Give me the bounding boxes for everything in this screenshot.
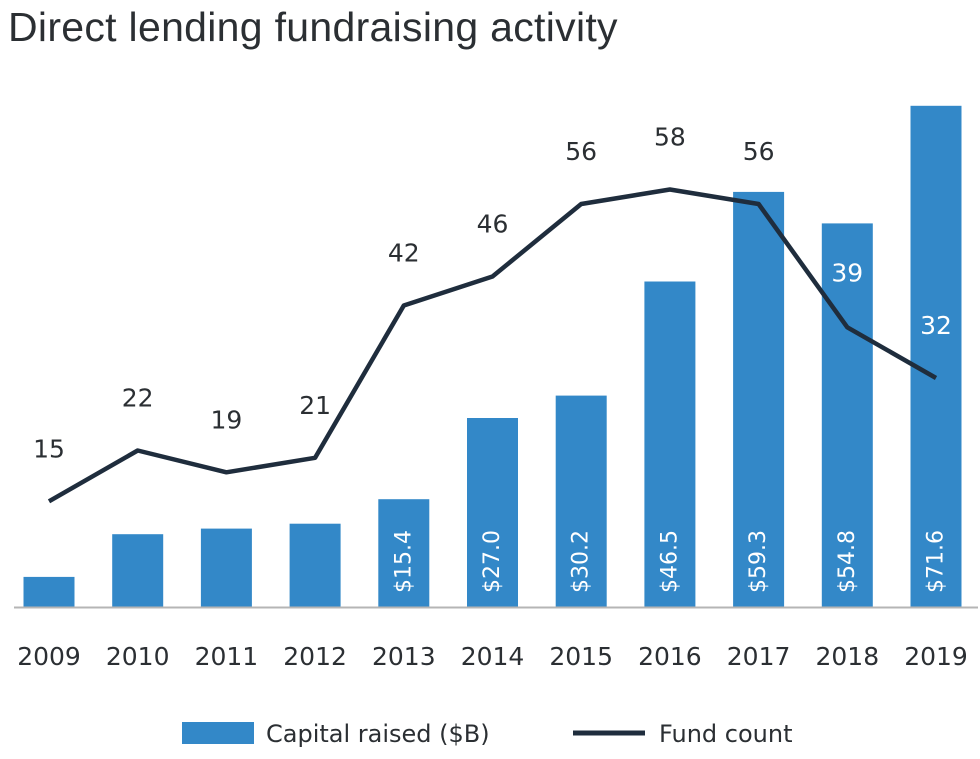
x-tick-2013: 2013 xyxy=(372,642,436,671)
fund-count-labels: 15 22 19 21 42 46 56 58 56 39 32 xyxy=(33,123,952,464)
bar-2010 xyxy=(112,534,164,607)
bar-2013 xyxy=(378,499,430,607)
x-tick-2018: 2018 xyxy=(815,642,879,671)
fund-count-line xyxy=(47,187,938,504)
legend-label-fund-count: Fund count xyxy=(659,720,793,748)
x-tick-2012: 2012 xyxy=(283,642,347,671)
fund-count-label-2011: 19 xyxy=(210,405,242,434)
fund-count-label-2014: 46 xyxy=(477,210,509,239)
bar-2009 xyxy=(23,576,75,607)
bar-2015 xyxy=(555,395,607,607)
bar-value-label-2016: $46.5 xyxy=(657,530,682,593)
x-tick-2009: 2009 xyxy=(17,642,81,671)
bar-2011 xyxy=(200,528,252,607)
x-tick-2011: 2011 xyxy=(195,642,259,671)
bar-2019 xyxy=(910,105,962,608)
fund-count-label-2017: 56 xyxy=(743,137,775,166)
bar-2012 xyxy=(289,523,341,607)
bar-value-label-2018: $54.8 xyxy=(835,530,860,593)
bar-value-label-2019: $71.6 xyxy=(924,530,949,593)
x-tick-2010: 2010 xyxy=(106,642,170,671)
fund-count-label-2012: 21 xyxy=(299,391,331,420)
bar-value-label-2013: $15.4 xyxy=(391,530,416,593)
bar-2014 xyxy=(467,418,518,607)
fund-count-label-2010: 22 xyxy=(122,384,154,413)
fund-count-label-2016: 58 xyxy=(654,123,686,152)
fund-count-label-2019: 32 xyxy=(920,311,952,340)
bar-labels-group: $15.4 $27.0 $30.2 $46.5 $59.3 $54.8 $71.6 xyxy=(391,530,948,593)
bar-2016 xyxy=(644,281,696,607)
legend-label-capital: Capital raised ($B) xyxy=(266,720,490,748)
fund-count-label-2018: 39 xyxy=(831,258,863,287)
bar-2017 xyxy=(733,191,785,607)
x-tick-2019: 2019 xyxy=(904,642,968,671)
x-tick-labels: 2009 2010 2011 2012 2013 2014 2015 2016 2017 2018… xyxy=(17,642,968,671)
fund-count-label-2015: 56 xyxy=(565,137,597,166)
legend-swatch-capital xyxy=(182,722,254,744)
x-tick-2014: 2014 xyxy=(461,642,525,671)
legend: Capital raised ($B) Fund count xyxy=(182,720,793,748)
bars-group xyxy=(23,105,962,608)
x-tick-2015: 2015 xyxy=(549,642,613,671)
x-tick-2017: 2017 xyxy=(727,642,791,671)
bar-value-label-2017: $59.3 xyxy=(746,530,771,593)
bar-value-label-2014: $27.0 xyxy=(480,530,505,593)
fund-count-label-2009: 15 xyxy=(33,434,65,463)
bar-value-label-2015: $30.2 xyxy=(569,530,594,593)
x-tick-2016: 2016 xyxy=(638,642,702,671)
chart-title: Direct lending fundraising activity xyxy=(8,4,618,50)
fund-count-label-2013: 42 xyxy=(388,239,420,268)
bar-2018 xyxy=(821,223,873,607)
